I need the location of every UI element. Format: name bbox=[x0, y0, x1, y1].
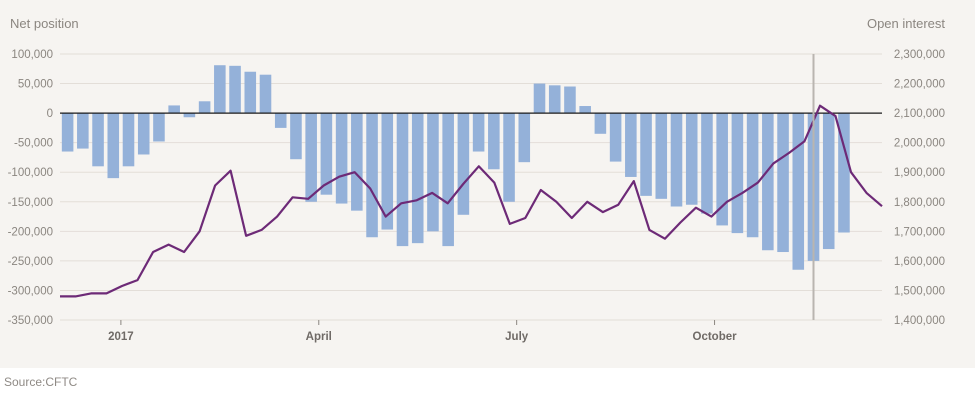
y-left-tick-label: -100,000 bbox=[8, 167, 53, 179]
y-right-tick-label: 2,300,000 bbox=[894, 49, 945, 61]
y-left-tick-label: -150,000 bbox=[8, 197, 53, 209]
y-left-tick-label: -50,000 bbox=[14, 138, 53, 150]
bar bbox=[77, 113, 89, 149]
y-right-tick-label: 1,500,000 bbox=[894, 285, 945, 297]
bar bbox=[685, 113, 698, 205]
y-right-tick-label: 1,600,000 bbox=[894, 256, 945, 268]
bar bbox=[107, 113, 120, 179]
y-right-tick-label: 1,900,000 bbox=[894, 167, 945, 179]
bar bbox=[168, 105, 180, 114]
bar bbox=[290, 113, 302, 160]
bar bbox=[503, 113, 515, 202]
y-right-tick-label: 1,400,000 bbox=[894, 315, 945, 327]
bar bbox=[366, 113, 378, 238]
y-left-axis-title: Net position bbox=[10, 16, 79, 31]
bar bbox=[701, 113, 713, 214]
y-left-tick-label: -350,000 bbox=[8, 315, 53, 327]
bar bbox=[822, 113, 835, 250]
x-tick-label: July bbox=[505, 331, 529, 343]
y-left-tick-label: 50,000 bbox=[18, 79, 53, 91]
bar bbox=[427, 113, 439, 232]
y-left-tick-label: -250,000 bbox=[8, 256, 53, 268]
bar bbox=[122, 113, 135, 167]
bar bbox=[305, 113, 317, 202]
bar bbox=[564, 86, 576, 114]
bar bbox=[229, 65, 241, 114]
bar bbox=[625, 113, 637, 177]
y-left-tick-label: -200,000 bbox=[8, 226, 53, 238]
bar bbox=[396, 113, 409, 247]
y-right-tick-label: 2,000,000 bbox=[894, 138, 945, 150]
bar bbox=[670, 113, 683, 207]
line-series-open-interest bbox=[60, 104, 883, 298]
bar bbox=[320, 113, 333, 195]
bar bbox=[640, 113, 652, 196]
bar bbox=[838, 113, 850, 233]
bar bbox=[351, 113, 363, 211]
chart: 100,000 50,000 0 -50,000 -100,000 -150,000 -20… bbox=[8, 16, 946, 343]
y-right-tick-label: 1,800,000 bbox=[894, 197, 945, 209]
x-tick-label: 2017 bbox=[108, 331, 134, 343]
bar bbox=[457, 113, 470, 215]
source-note: Source:CFTC bbox=[4, 375, 78, 389]
bar bbox=[518, 113, 531, 163]
x-tick-label: April bbox=[306, 331, 332, 343]
bar bbox=[792, 113, 805, 270]
bar bbox=[746, 113, 759, 238]
bar bbox=[472, 113, 485, 152]
bar bbox=[762, 113, 774, 251]
bar bbox=[61, 113, 74, 152]
bar bbox=[244, 71, 257, 114]
bar-series-net-position bbox=[61, 65, 850, 270]
bar bbox=[153, 113, 165, 142]
y-left-tick-label: 100,000 bbox=[11, 49, 53, 61]
bar bbox=[579, 106, 591, 114]
y-right-tick-label: 1,700,000 bbox=[894, 226, 945, 238]
y-right-axis-title: Open interest bbox=[867, 16, 945, 31]
bar bbox=[411, 113, 424, 244]
bar bbox=[442, 113, 454, 247]
bar bbox=[533, 83, 546, 114]
bar bbox=[274, 113, 287, 128]
y-right-tick-label: 2,100,000 bbox=[894, 108, 945, 120]
bar bbox=[716, 113, 728, 226]
y-left-tick-label: 0 bbox=[47, 108, 53, 120]
bar bbox=[381, 113, 394, 230]
bar bbox=[92, 113, 104, 167]
bar bbox=[594, 113, 607, 134]
bar bbox=[609, 113, 622, 162]
bar bbox=[777, 113, 789, 253]
bar bbox=[214, 65, 226, 114]
x-tick-label: October bbox=[693, 331, 738, 343]
bar bbox=[655, 113, 668, 199]
bar bbox=[731, 113, 744, 234]
bar bbox=[488, 113, 500, 170]
bar bbox=[198, 101, 211, 114]
bar bbox=[137, 113, 150, 155]
open-interest-line bbox=[60, 104, 883, 298]
bar bbox=[259, 74, 272, 114]
y-right-tick-label: 2,200,000 bbox=[894, 79, 945, 91]
axis-labels: 100,000 50,000 0 -50,000 -100,000 -150,000 -20… bbox=[8, 49, 945, 343]
bar bbox=[548, 85, 561, 114]
bar bbox=[335, 113, 348, 204]
gridlines bbox=[60, 53, 882, 321]
bar bbox=[183, 113, 196, 118]
y-left-tick-label: -300,000 bbox=[8, 285, 53, 297]
